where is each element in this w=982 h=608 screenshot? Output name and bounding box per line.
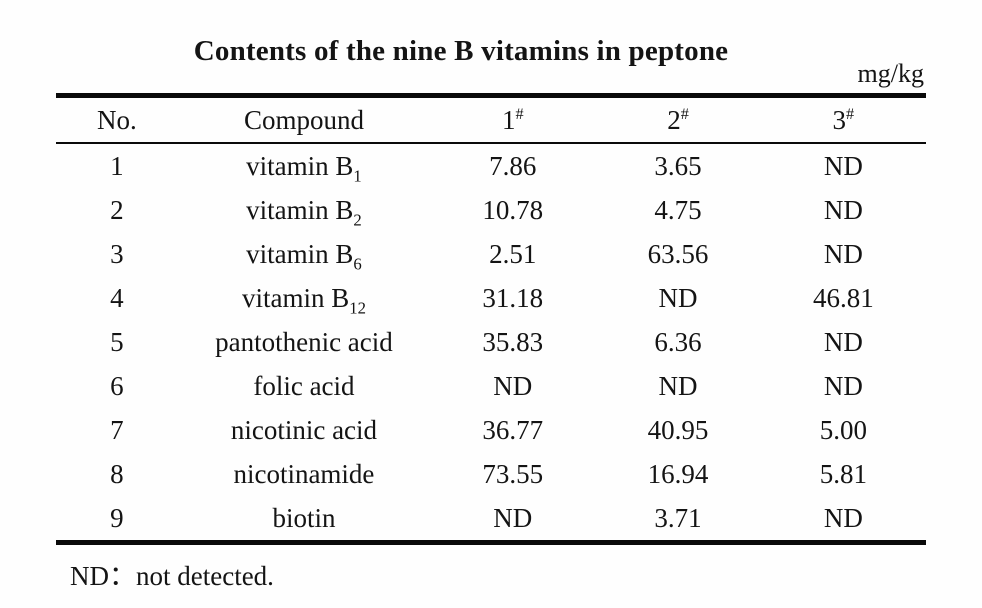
cell-compound: nicotinamide bbox=[178, 452, 430, 496]
compound-name: vitamin B bbox=[241, 282, 350, 313]
cell-sample-1: 2.51 bbox=[489, 238, 537, 269]
cell-sample-1: 36.77 bbox=[482, 414, 544, 445]
cell-compound: vitamin B12 bbox=[178, 276, 430, 320]
cell-sample-2: 6.36 bbox=[654, 326, 702, 357]
table-row: 5 pantothenic acid 35.83 6.36 ND bbox=[56, 320, 926, 364]
cell-no: 2 bbox=[110, 194, 124, 225]
cell-sample-2: 4.75 bbox=[654, 194, 702, 225]
cell-sample-2: 3.71 bbox=[654, 502, 702, 533]
cell-compound: vitamin B1 bbox=[178, 143, 430, 188]
cell-compound: biotin bbox=[178, 496, 430, 543]
sample-2-hash-mark: # bbox=[680, 104, 689, 123]
cell-sample-1: 35.83 bbox=[482, 326, 544, 357]
cell-sample-1: 7.86 bbox=[489, 150, 537, 181]
compound-name: pantothenic acid bbox=[215, 326, 393, 357]
cell-no: 3 bbox=[110, 238, 124, 269]
cell-sample-1: 73.55 bbox=[482, 458, 544, 489]
cell-sample-2: ND bbox=[658, 370, 698, 401]
compound-name: folic acid bbox=[253, 370, 355, 401]
cell-compound: folic acid bbox=[178, 364, 430, 408]
cell-compound: vitamin B6 bbox=[178, 232, 430, 276]
cell-sample-1: 31.18 bbox=[482, 282, 544, 313]
cell-sample-3: 5.00 bbox=[819, 414, 867, 445]
table-header: No. Compound 1# 2# 3# bbox=[56, 96, 926, 144]
cell-sample-2: 63.56 bbox=[647, 238, 709, 269]
table-row: 4 vitamin B12 31.18 ND 46.81 bbox=[56, 276, 926, 320]
compound-name: nicotinamide bbox=[233, 458, 375, 489]
compound-name: vitamin B bbox=[246, 194, 354, 225]
cell-no: 9 bbox=[110, 502, 124, 533]
col-header-sample-3: 3# bbox=[761, 96, 926, 144]
cell-sample-1: ND bbox=[493, 502, 533, 533]
table-row: 2 vitamin B2 10.78 4.75 ND bbox=[56, 188, 926, 232]
cell-sample-3: ND bbox=[823, 238, 863, 269]
unit-label: mg/kg bbox=[857, 59, 924, 88]
cell-compound: nicotinic acid bbox=[178, 408, 430, 452]
table-row: 1 vitamin B1 7.86 3.65 ND bbox=[56, 143, 926, 188]
compound-name: nicotinic acid bbox=[230, 414, 378, 445]
cell-sample-3: ND bbox=[823, 150, 863, 181]
sample-3-hash-mark: # bbox=[846, 104, 855, 123]
compound-name: vitamin B bbox=[246, 150, 354, 181]
compound-subscript: 2 bbox=[353, 209, 362, 229]
cell-sample-3: 46.81 bbox=[812, 282, 874, 313]
cell-sample-2: ND bbox=[658, 282, 698, 313]
cell-no: 8 bbox=[110, 458, 124, 489]
cell-sample-3: 5.81 bbox=[819, 458, 867, 489]
cell-compound: vitamin B2 bbox=[178, 188, 430, 232]
cell-sample-3: ND bbox=[823, 326, 863, 357]
sample-2-number: 2 bbox=[667, 104, 681, 135]
compound-name: vitamin B bbox=[246, 238, 354, 269]
cell-sample-1: ND bbox=[493, 370, 533, 401]
table-row: 3 vitamin B6 2.51 63.56 ND bbox=[56, 232, 926, 276]
cell-no: 6 bbox=[110, 370, 124, 401]
sample-1-number: 1 bbox=[501, 104, 516, 135]
table-title: Contents of the nine B vitamins in pepto… bbox=[193, 35, 729, 67]
col-header-sample-2: 2# bbox=[595, 96, 760, 144]
cell-sample-3: ND bbox=[823, 194, 863, 225]
table-row: 6 folic acid ND ND ND bbox=[56, 364, 926, 408]
footnote: ND：not detected. bbox=[70, 561, 274, 591]
compound-name: biotin bbox=[272, 502, 336, 533]
cell-no: 5 bbox=[110, 326, 124, 357]
header-row: No. Compound 1# 2# 3# bbox=[56, 96, 926, 144]
cell-sample-2: 40.95 bbox=[647, 414, 709, 445]
col-header-no: No. bbox=[97, 104, 137, 135]
cell-sample-1: 10.78 bbox=[482, 194, 544, 225]
cell-no: 1 bbox=[110, 150, 124, 181]
table-row: 9 biotin ND 3.71 ND bbox=[56, 496, 926, 543]
table-row: 7 nicotinic acid 36.77 40.95 5.00 bbox=[56, 408, 926, 452]
cell-sample-2: 16.94 bbox=[647, 458, 709, 489]
sample-1-hash-mark: # bbox=[515, 104, 524, 123]
table-row: 8 nicotinamide 73.55 16.94 5.81 bbox=[56, 452, 926, 496]
vitamin-contents-table: No. Compound 1# 2# 3# 1 vitamin B1 7.86 … bbox=[56, 93, 926, 545]
sample-3-number: 3 bbox=[832, 104, 847, 135]
cell-sample-2: 3.65 bbox=[654, 150, 702, 181]
cell-no: 4 bbox=[110, 282, 124, 313]
cell-sample-3: ND bbox=[823, 370, 863, 401]
cell-compound: pantothenic acid bbox=[178, 320, 430, 364]
col-header-compound: Compound bbox=[243, 104, 364, 135]
compound-subscript: 6 bbox=[353, 253, 362, 273]
cell-no: 7 bbox=[110, 414, 124, 445]
compound-subscript: 1 bbox=[353, 165, 362, 185]
table-body: 1 vitamin B1 7.86 3.65 ND 2 vitamin B2 1… bbox=[56, 143, 926, 543]
cell-sample-3: ND bbox=[823, 502, 863, 533]
compound-subscript: 12 bbox=[349, 297, 366, 317]
col-header-sample-1: 1# bbox=[430, 96, 595, 144]
